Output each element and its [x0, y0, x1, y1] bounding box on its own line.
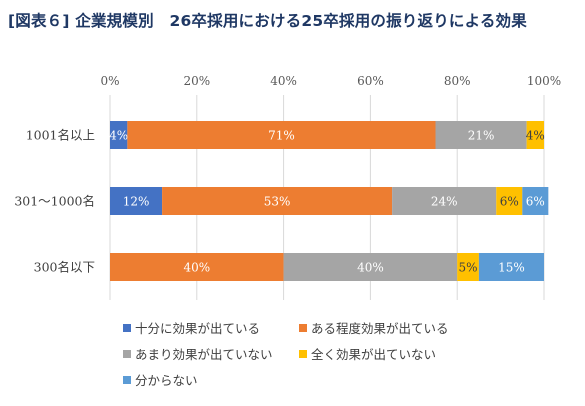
legend-swatch: [299, 349, 307, 358]
chart-title: [図表６] 企業規模別 26卒採用における25卒採用の振り返りによる効果: [8, 12, 527, 30]
legend-item: あまり効果が出ていない: [123, 344, 273, 363]
category-label: 1001名以上: [26, 128, 95, 143]
bar-segment: [110, 253, 284, 281]
category-label: 301〜1000名: [14, 194, 95, 209]
bar-segment: [522, 187, 549, 215]
data-label: 53%: [264, 195, 291, 209]
bar-segment: [496, 187, 523, 215]
bar-segment: [392, 187, 497, 215]
category-labels: 1001名以上 301〜1000名 300名以下: [14, 128, 95, 275]
category-label: 300名以下: [34, 260, 95, 275]
legend-label: 分からない: [135, 373, 198, 388]
bar-segment: [526, 121, 544, 149]
x-tick-label: 20%: [183, 74, 210, 88]
data-label: 24%: [431, 195, 458, 209]
data-label: 6%: [500, 195, 519, 209]
data-label: 21%: [468, 129, 495, 143]
bar-segment: [127, 121, 436, 149]
legend-swatch: [123, 349, 131, 358]
x-tick-label: 60%: [357, 74, 384, 88]
legend-swatch: [123, 375, 131, 384]
bar-segment: [478, 253, 544, 281]
bar-segment: [435, 121, 527, 149]
legend-label: ある程度効果が出ている: [311, 321, 449, 336]
bars: 4% 71% 21% 4% 12% 53% 24% 6% 6% 40% 40% 5% 15%: [109, 121, 549, 281]
legend-item: 十分に効果が出ている: [123, 318, 260, 337]
legend-item: 分からない: [123, 370, 198, 389]
data-label: 15%: [498, 261, 525, 275]
bar-segment: [110, 121, 128, 149]
legend-item: ある程度効果が出ている: [299, 318, 449, 337]
legend-label: あまり効果が出ていない: [135, 347, 273, 362]
legend-swatch: [299, 323, 307, 332]
data-label: 4%: [526, 129, 545, 143]
legend-label: 全く効果が出ていない: [311, 347, 437, 362]
data-label: 12%: [123, 195, 150, 209]
bar-segment: [283, 253, 458, 281]
bar-segment: [457, 253, 479, 281]
data-label: 5%: [459, 261, 478, 275]
bar-segment: [162, 187, 393, 215]
data-label: 6%: [526, 195, 545, 209]
x-axis-ticks: 0% 20% 40% 60% 80% 100%: [100, 74, 561, 88]
data-label: 40%: [357, 261, 384, 275]
x-tick-label: 80%: [444, 74, 471, 88]
x-tick-label: 0%: [100, 74, 119, 88]
legend-swatch: [123, 323, 131, 332]
data-label: 4%: [109, 129, 128, 143]
x-tick-label: 100%: [527, 74, 561, 88]
bar-segment: [110, 187, 163, 215]
x-tick-label: 40%: [270, 74, 297, 88]
data-label: 40%: [183, 261, 210, 275]
legend-item: 全く効果が出ていない: [299, 344, 436, 363]
data-label: 71%: [268, 129, 295, 143]
legend-label: 十分に効果が出ている: [135, 321, 261, 336]
